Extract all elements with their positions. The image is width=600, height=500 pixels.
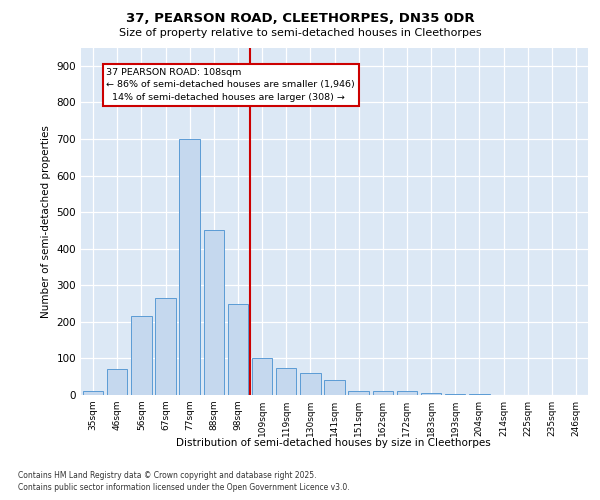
Bar — [421, 393, 442, 395]
Text: Contains HM Land Registry data © Crown copyright and database right 2025.: Contains HM Land Registry data © Crown c… — [18, 472, 317, 480]
Bar — [107, 370, 127, 395]
Bar — [252, 358, 272, 395]
Bar — [324, 380, 345, 395]
Text: 37 PEARSON ROAD: 108sqm
← 86% of semi-detached houses are smaller (1,946)
  14% : 37 PEARSON ROAD: 108sqm ← 86% of semi-de… — [106, 68, 355, 102]
Bar — [300, 373, 320, 395]
Bar — [276, 368, 296, 395]
Bar — [203, 230, 224, 395]
Bar — [469, 394, 490, 395]
Y-axis label: Number of semi-detached properties: Number of semi-detached properties — [41, 125, 51, 318]
Bar — [83, 392, 103, 395]
Bar — [349, 392, 369, 395]
Bar — [445, 394, 466, 395]
Bar — [397, 392, 417, 395]
Text: 37, PEARSON ROAD, CLEETHORPES, DN35 0DR: 37, PEARSON ROAD, CLEETHORPES, DN35 0DR — [125, 12, 475, 25]
Bar — [131, 316, 152, 395]
Bar — [227, 304, 248, 395]
Text: Size of property relative to semi-detached houses in Cleethorpes: Size of property relative to semi-detach… — [119, 28, 481, 38]
Bar — [179, 139, 200, 395]
Bar — [373, 392, 393, 395]
Text: Distribution of semi-detached houses by size in Cleethorpes: Distribution of semi-detached houses by … — [176, 438, 490, 448]
Bar — [155, 298, 176, 395]
Text: Contains public sector information licensed under the Open Government Licence v3: Contains public sector information licen… — [18, 482, 350, 492]
